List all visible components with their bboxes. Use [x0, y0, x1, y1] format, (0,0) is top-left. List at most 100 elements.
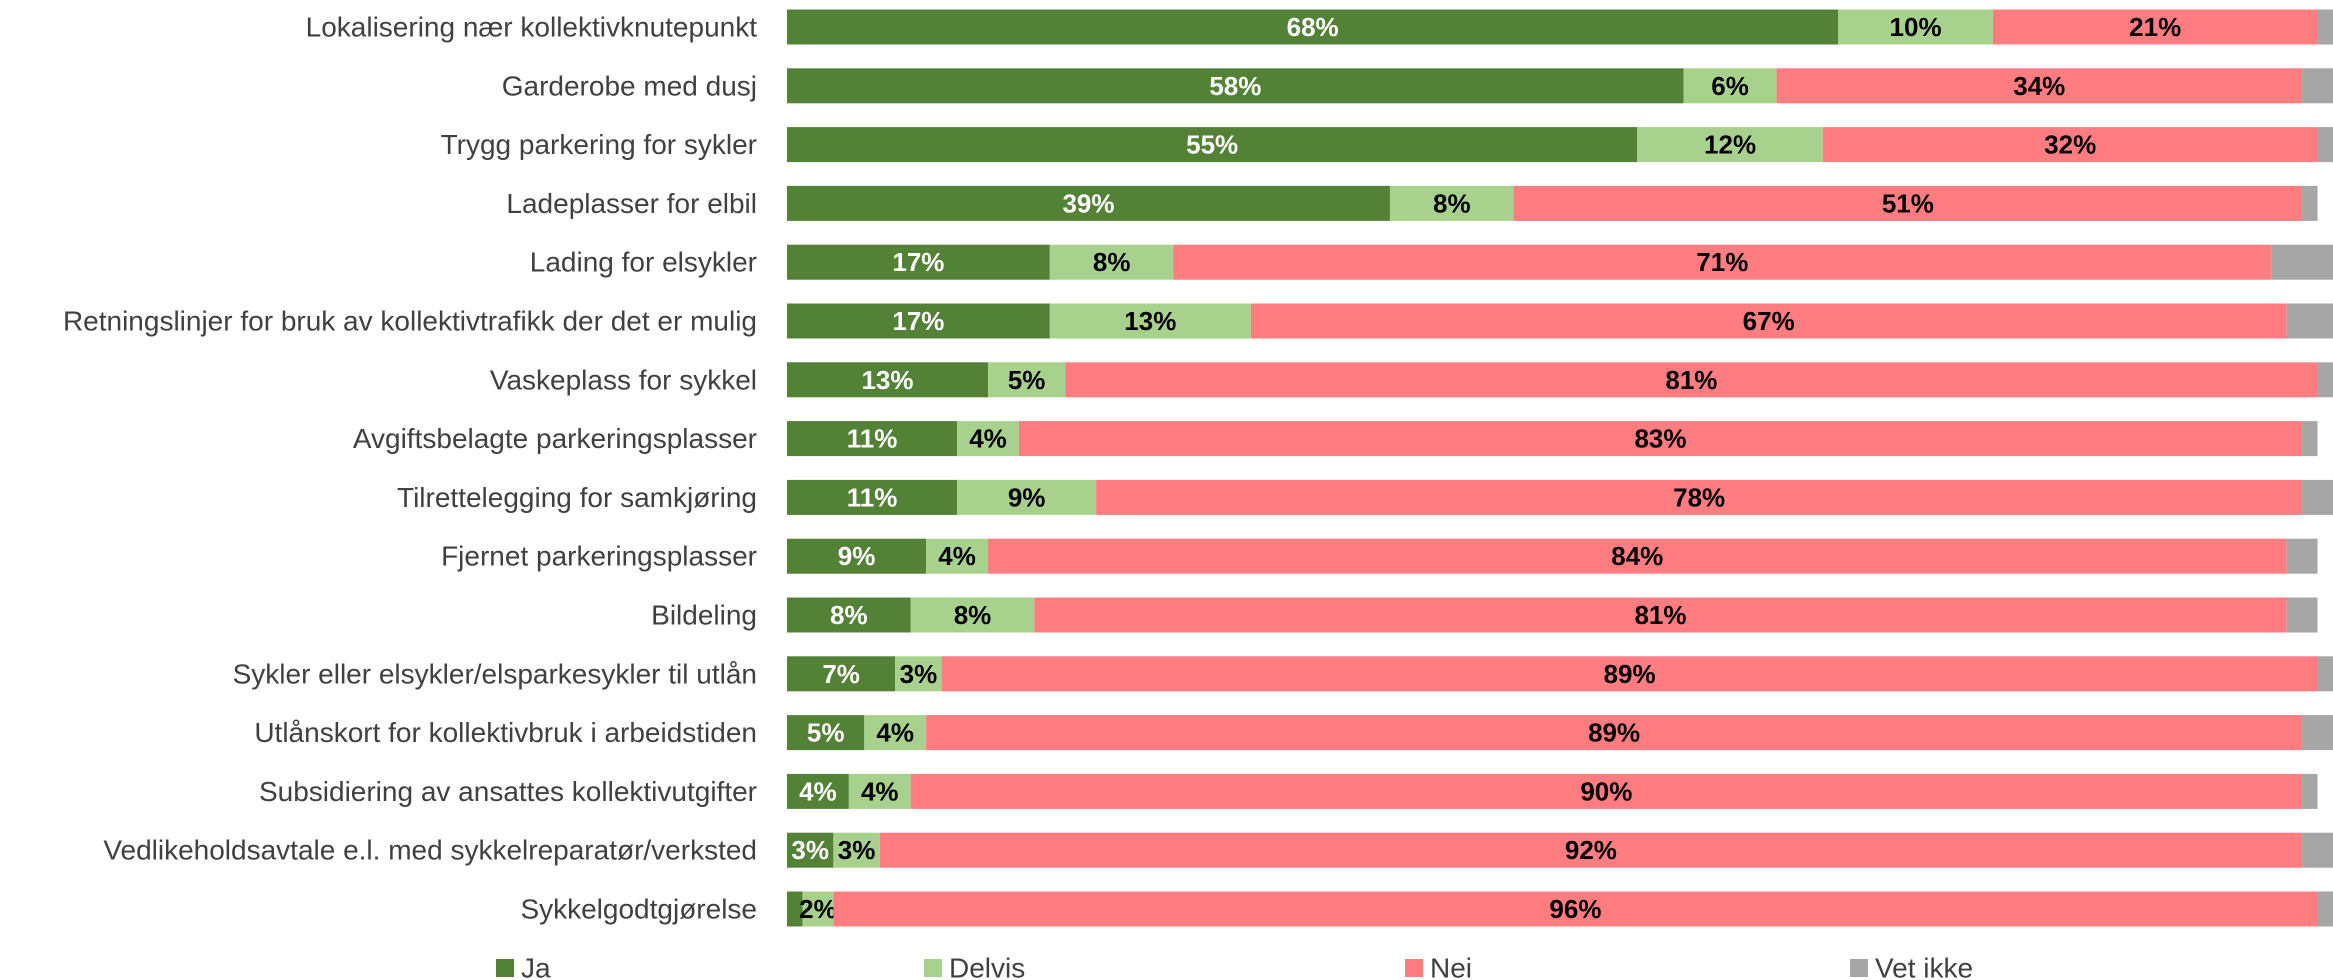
category-label: Vedlikeholdsavtale e.l. med sykkelrepara…: [103, 835, 757, 866]
bar-segment-vet-ikke: [2302, 479, 2333, 515]
bar-segment-vet-ikke: [2317, 656, 2333, 692]
data-label-delvis: 6%: [1711, 71, 1749, 101]
bar-segment-ja: [787, 421, 958, 457]
bar-segment-nei: [987, 538, 2287, 574]
data-label-nei: 89%: [1604, 659, 1656, 689]
bar-segment-delvis: [1049, 244, 1174, 280]
legend-swatch-delvis: [924, 959, 942, 977]
data-label-nei: 34%: [2013, 71, 2065, 101]
bar-segment-delvis: [987, 362, 1066, 398]
data-label-delvis: 4%: [861, 776, 899, 806]
bar-segment-ja: [787, 362, 988, 398]
category-label: Subsidiering av ansattes kollektivutgift…: [259, 776, 757, 807]
legend: Ja Delvis Nei Vet ikke: [496, 953, 1973, 980]
bar-segment-delvis: [910, 597, 1035, 633]
data-label-delvis: 8%: [954, 600, 992, 630]
bar-segment-nei: [1034, 597, 2287, 633]
bar-segment-delvis: [833, 832, 880, 868]
data-label-delvis: 4%: [969, 424, 1007, 454]
data-label-delvis: 3%: [900, 659, 938, 689]
data-label-delvis: 2%: [799, 894, 837, 924]
data-label-ja: 11%: [847, 482, 898, 512]
bar-segment-delvis: [1389, 185, 1514, 221]
bar-segment-delvis: [864, 715, 927, 751]
data-label-delvis: 4%: [876, 718, 914, 748]
bar-segment-vet-ikke: [2302, 832, 2333, 868]
category-label: Garderobe med dusj: [502, 70, 757, 101]
category-label: Fjernet parkeringsplasser: [441, 541, 757, 572]
bar-segment-nei: [833, 891, 2318, 927]
category-label: Avgiftsbelagte parkeringsplasser: [353, 423, 757, 454]
bar-segment-nei: [1065, 362, 2318, 398]
data-label-nei: 67%: [1743, 306, 1795, 336]
bar-segment-nei: [1018, 421, 2303, 457]
data-label-ja: 17%: [892, 306, 944, 336]
bar-segment-ja: [787, 479, 958, 515]
bar-segment-ja: [787, 891, 803, 927]
bar-segment-vet-ikke: [2302, 421, 2318, 457]
bars-group: 68% 10% 21% 58% 6% 34% 55% 12% 32% 39% 8% 51% 17% 8% 7…: [787, 9, 2333, 927]
data-label-nei: 51%: [1882, 188, 1934, 218]
category-label: Sykkelgodtgjørelse: [520, 894, 757, 925]
bar-segment-ja: [787, 656, 896, 692]
category-label: Utlånskort for kollektivbruk i arbeidsti…: [254, 717, 757, 748]
bar-segment-nei: [1776, 68, 2303, 104]
bar-segment-vet-ikke: [2302, 715, 2333, 751]
legend-swatch-ja: [496, 959, 514, 977]
legend-label-nei: Nei: [1430, 953, 1472, 980]
bar-segment-delvis: [848, 773, 911, 809]
bar-segment-nei: [926, 715, 2303, 751]
data-label-nei: 81%: [1634, 600, 1686, 630]
bar-segment-nei: [1513, 185, 2303, 221]
data-label-delvis: 5%: [1008, 365, 1046, 395]
data-label-nei: 81%: [1665, 365, 1717, 395]
bar-segment-ja: [787, 597, 911, 633]
data-label-ja: 58%: [1209, 71, 1261, 101]
category-label: Lokalisering nær kollektivknutepunkt: [306, 12, 758, 43]
data-label-delvis: 12%: [1704, 130, 1756, 160]
data-label-nei: 32%: [2044, 130, 2096, 160]
legend-swatch-nei: [1405, 959, 1423, 977]
category-label: Trygg parkering for sykler: [441, 129, 757, 160]
bar-segment-nei: [941, 656, 2318, 692]
data-label-nei: 21%: [2129, 12, 2181, 42]
category-label: Vaskeplass for sykkel: [490, 364, 757, 395]
bar-segment-ja: [787, 832, 834, 868]
bar-segment-delvis: [957, 479, 1097, 515]
data-label-delvis: 10%: [1890, 12, 1942, 42]
bar-segment-vet-ikke: [2286, 597, 2318, 633]
data-label-ja: 8%: [830, 600, 868, 630]
data-label-ja: 13%: [861, 365, 913, 395]
data-label-nei: 89%: [1588, 718, 1640, 748]
bar-segment-ja: [787, 185, 1390, 221]
bar-segment-ja: [787, 303, 1050, 339]
legend-label-delvis: Delvis: [949, 953, 1025, 980]
bar-segment-vet-ikke: [2317, 362, 2333, 398]
bar-segment-nei: [1096, 479, 2303, 515]
data-label-nei: 92%: [1565, 835, 1617, 865]
bar-segment-delvis: [1049, 303, 1251, 339]
data-label-ja: 68%: [1287, 12, 1339, 42]
bar-segment-nei: [1173, 244, 2272, 280]
bar-segment-ja: [787, 244, 1050, 280]
bar-segment-ja: [787, 773, 849, 809]
data-label-delvis: 9%: [1008, 482, 1046, 512]
bar-segment-nei: [879, 832, 2303, 868]
data-label-ja: 4%: [799, 776, 837, 806]
data-label-nei: 78%: [1673, 482, 1725, 512]
data-label-nei: 84%: [1611, 541, 1663, 571]
data-label-delvis: 4%: [938, 541, 976, 571]
bar-segment-vet-ikke: [2302, 68, 2333, 104]
data-label-ja: 5%: [807, 718, 845, 748]
bar-segment-vet-ikke: [2317, 9, 2333, 45]
bar-segment-delvis: [895, 656, 942, 692]
data-label-delvis: 8%: [1093, 247, 1131, 277]
category-label: Retningslinjer for bruk av kollektivtraf…: [63, 306, 757, 337]
bar-segment-delvis: [802, 891, 834, 927]
bar-segment-vet-ikke: [2317, 127, 2333, 163]
bar-segment-delvis: [926, 538, 988, 574]
data-label-ja: 3%: [791, 835, 829, 865]
bar-segment-ja: [787, 68, 1684, 104]
data-label-ja: 17%: [892, 247, 944, 277]
legend-label-vet-ikke: Vet ikke: [1875, 953, 1973, 980]
